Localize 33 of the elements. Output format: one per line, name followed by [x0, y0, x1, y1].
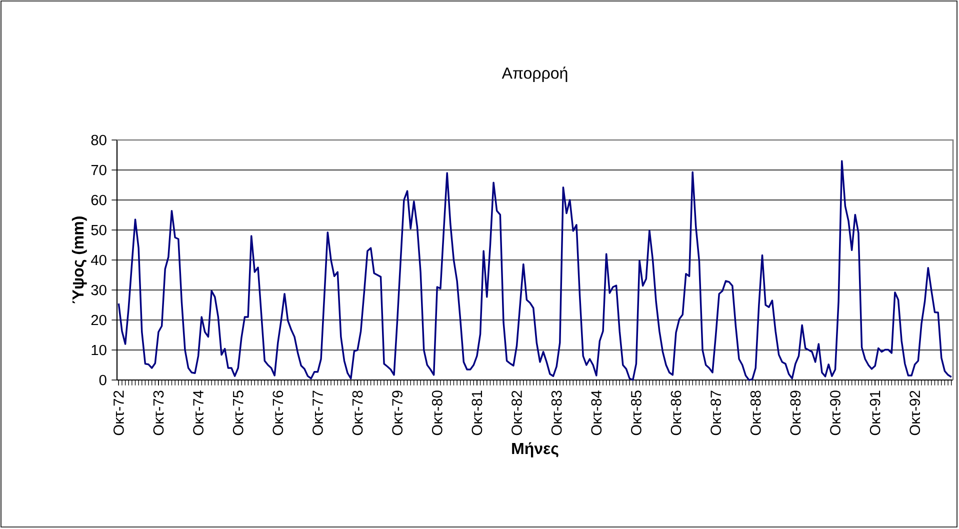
- chart-title: Απορροή: [502, 66, 568, 82]
- x-axis-title: Μήνες: [512, 442, 558, 458]
- x-tick-label: Οκτ-78: [352, 390, 363, 436]
- x-tick-label: Οκτ-84: [591, 390, 602, 436]
- y-axis-title: Ύψος (mm): [72, 216, 87, 304]
- x-tick-label: Οκτ-79: [392, 390, 403, 436]
- x-tick-label: Οκτ-77: [312, 390, 323, 436]
- x-tick-label: Οκτ-72: [113, 390, 124, 436]
- y-tick-label: 70: [91, 164, 106, 176]
- x-tick-label: Οκτ-73: [153, 390, 164, 436]
- y-tick-label: 80: [91, 134, 106, 146]
- x-tick-label: Οκτ-82: [512, 390, 522, 436]
- x-tick-label: Οκτ-87: [710, 390, 722, 436]
- y-tick-label: 60: [91, 194, 106, 206]
- y-tick-label: 50: [91, 224, 106, 236]
- y-tick-label: 20: [91, 314, 106, 326]
- x-tick-label: Οκτ-90: [830, 390, 840, 436]
- x-tick-label: Οκτ-83: [551, 390, 562, 436]
- x-tick-label: Οκτ-85: [631, 390, 642, 436]
- y-tick-label: 0: [99, 374, 106, 386]
- x-tick-label: Οκτ-89: [790, 390, 801, 436]
- y-tick-label: 30: [91, 284, 106, 296]
- x-tick-label: Οκτ-91: [870, 390, 880, 436]
- y-tick-label: 40: [90, 254, 106, 266]
- x-tick-label: Οκτ-88: [750, 390, 761, 436]
- y-tick-label: 10: [92, 344, 106, 356]
- x-tick-label: Οκτ-75: [232, 390, 244, 436]
- x-tick-label: Οκτ-76: [272, 390, 284, 436]
- x-tick-label: Οκτ-92: [910, 390, 920, 436]
- x-tick-label: Οκτ-86: [670, 390, 682, 436]
- x-tick-label: Οκτ-80: [432, 390, 442, 436]
- x-tick-label: Οκτ-74: [193, 390, 204, 436]
- x-tick-label: Οκτ-81: [472, 390, 482, 436]
